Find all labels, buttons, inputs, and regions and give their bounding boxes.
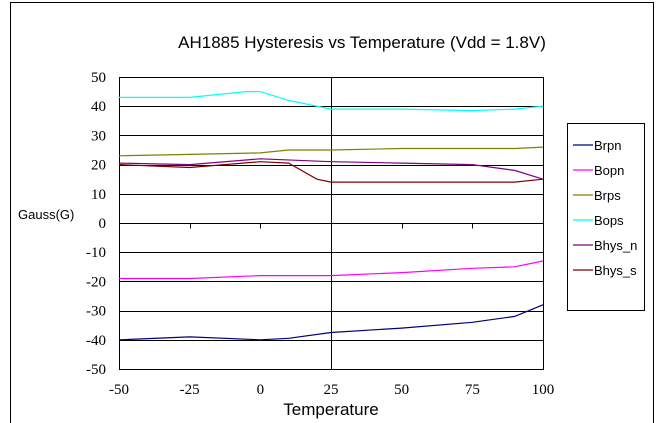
x-axis-title: Temperature bbox=[283, 400, 378, 419]
x-tick-label: 25 bbox=[324, 382, 339, 398]
legend-label-bops: Bops bbox=[594, 213, 624, 228]
series-line-brpn bbox=[118, 304, 544, 341]
x-tick-label: 50 bbox=[394, 382, 409, 398]
y-tick-label: 10 bbox=[91, 187, 106, 203]
x-tick-label: 100 bbox=[532, 382, 555, 398]
legend: Brpn Bopn Brps Bops Bhys_n Bhys_s bbox=[567, 123, 645, 311]
y-tick-label: 30 bbox=[91, 128, 106, 144]
y-tick-label: -10 bbox=[86, 245, 106, 261]
y-tick-label: 50 bbox=[91, 70, 106, 86]
series-line-brps bbox=[118, 146, 544, 157]
x-tick-label: 75 bbox=[465, 382, 480, 398]
legend-box bbox=[567, 123, 645, 311]
series-line-bops bbox=[119, 90, 544, 112]
x-tick-label: -25 bbox=[180, 382, 200, 398]
legend-label-bopn: Bopn bbox=[594, 163, 624, 178]
x-tick-label: 0 bbox=[257, 382, 265, 398]
y-tick-label: -20 bbox=[86, 274, 106, 290]
y-tick-label: 20 bbox=[91, 158, 106, 174]
y-tick-label: 0 bbox=[99, 216, 107, 232]
legend-label-bhys-n: Bhys_n bbox=[594, 238, 637, 253]
legend-label-brps: Brps bbox=[594, 188, 621, 203]
series-line-bopn bbox=[119, 260, 544, 280]
y-tick-label: -30 bbox=[86, 304, 106, 320]
x-tick-label: -50 bbox=[109, 382, 129, 398]
y-tick-label: -50 bbox=[86, 362, 106, 378]
legend-label-bhys-s: Bhys_s bbox=[594, 263, 637, 278]
series-line-bhys-n bbox=[118, 158, 544, 180]
series-line-bhys-s bbox=[118, 161, 544, 183]
chart-title: AH1885 Hysteresis vs Temperature (Vdd = … bbox=[178, 33, 546, 52]
y-tick-label: 40 bbox=[91, 99, 106, 115]
y-tick-label: -40 bbox=[86, 333, 106, 349]
y-axis-title: Gauss(G) bbox=[18, 207, 74, 222]
legend-label-brpn: Brpn bbox=[594, 138, 621, 153]
